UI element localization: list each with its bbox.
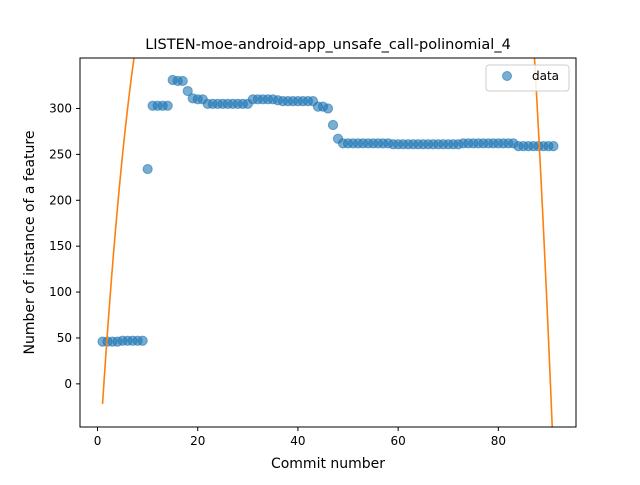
y-tick-label: 150 [49, 239, 72, 253]
x-tick-label: 60 [391, 434, 406, 448]
x-tick-label: 20 [190, 434, 205, 448]
x-tick-label: 40 [290, 434, 305, 448]
y-tick-label: 0 [64, 377, 72, 391]
y-tick-label: 300 [49, 101, 72, 115]
x-axis-label: Commit number [271, 456, 385, 472]
data-point [162, 100, 173, 111]
y-axis-label: Number of instance of a feature [22, 131, 38, 355]
data-point [137, 335, 148, 346]
data-point [327, 119, 339, 131]
plot-area [97, 58, 559, 427]
data-point [182, 85, 193, 97]
legend-label-data: data [532, 69, 559, 83]
axes-frame [79, 57, 577, 428]
axis-ticks: 0 20 40 60 80 0 50 100 150 200 250 300 [49, 101, 506, 448]
data-point [322, 103, 334, 114]
y-tick-label: 100 [49, 285, 72, 299]
data-point [177, 75, 188, 87]
chart-title: LISTEN-moe-android-app_unsafe_call-polin… [145, 37, 511, 53]
data-point [142, 163, 153, 175]
y-tick-label: 50 [57, 331, 72, 345]
y-tick-label: 250 [49, 147, 72, 161]
legend-marker-data [502, 71, 512, 81]
x-tick-label: 80 [491, 434, 506, 448]
x-tick-label: 0 [94, 434, 102, 448]
data-point [548, 141, 559, 152]
legend: data [485, 64, 570, 92]
y-tick-label: 200 [49, 193, 72, 207]
